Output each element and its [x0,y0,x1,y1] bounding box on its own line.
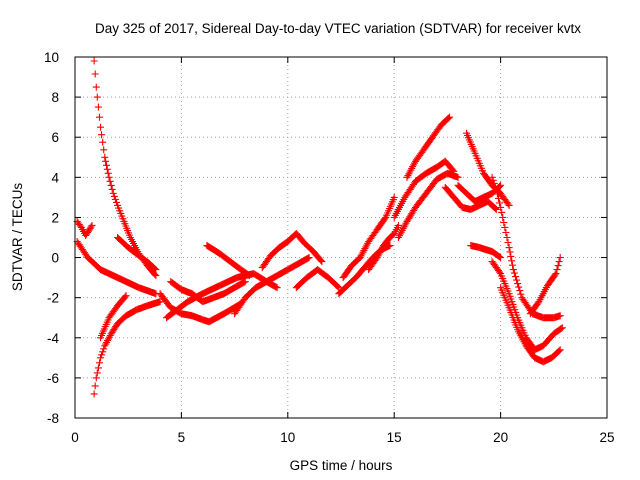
data-point [556,254,564,262]
series-track-aa [526,254,564,318]
series-track-r [394,169,462,241]
series-dense-markers [391,158,457,219]
series-track-u [454,181,505,205]
series-track-f [97,292,130,342]
series-dense-markers [340,196,397,280]
series-dense-markers [74,219,95,238]
x-tick-label: 10 [280,430,295,445]
series-track-p [365,221,402,274]
series-dense-markers [74,239,159,297]
x-tick-label: 20 [493,430,508,445]
series-dense-markers [527,258,563,316]
chart-title: Day 325 of 2017, Sidereal Day-to-day VTE… [95,21,581,36]
data-point [403,173,411,181]
series-track-a [90,57,160,280]
y-tick-label: 2 [51,210,59,225]
grid-lines [75,57,607,418]
series-track-w [488,173,564,322]
series-dense-markers [91,298,163,390]
data-point [509,266,517,274]
series-dense-markers [293,266,342,291]
data-points [73,57,566,398]
y-tick-label: -6 [47,371,59,386]
series-track-e [90,298,164,398]
series-track-j [203,242,253,280]
data-point [105,173,113,181]
data-point [92,374,100,382]
data-point [488,173,496,181]
series-track-k [231,254,313,318]
series-track-d [114,234,160,274]
x-tick-label: 0 [71,430,79,445]
plot-frame [74,56,608,419]
x-axis-label: GPS time / hours [290,458,393,473]
series-dense-markers [395,170,461,240]
series-track-x [467,242,505,262]
series-dense-markers [404,114,453,180]
y-tick-label: 6 [51,130,59,145]
series-dense-markers [232,254,312,316]
x-tick-label: 25 [599,430,614,445]
axis-ticks: 0 5 10 15 20 25 -8 -6 -4 -2 0 2 4 6 8 10 [44,50,615,445]
series-dense-markers [489,259,565,353]
y-tick-label: -2 [47,291,59,306]
series-dense-markers [498,286,563,365]
y-tick-label: 10 [44,50,59,65]
series-track-z [497,284,564,366]
series-track-s [403,113,454,181]
x-tick-label: 5 [178,430,186,445]
data-point [90,390,98,398]
series-track-l [258,229,326,272]
series-track-t [441,183,500,213]
series-dense-markers [442,185,499,213]
data-point [101,153,109,161]
series-dense-markers [366,224,401,272]
data-point [492,185,500,193]
series-track-q [390,157,458,221]
y-tick-label: -8 [47,411,59,426]
y-tick-label: 0 [51,251,59,266]
series-dense-markers [259,230,325,270]
series-dense-markers [98,293,129,339]
data-point [109,189,117,197]
series-dense-markers [115,235,159,273]
series-track-o [339,193,398,282]
x-tick-label: 15 [387,430,402,445]
series-track-b [73,217,96,239]
series-track-y [488,258,566,354]
y-tick-label: -4 [47,331,59,346]
data-point [501,223,509,231]
series-track-h [167,278,249,306]
data-point [97,123,105,131]
series-dense-markers [204,242,252,279]
data-point [505,244,513,252]
y-tick-label: 4 [51,170,59,185]
y-tick-label: 8 [51,90,59,105]
data-point [90,57,98,65]
data-point [92,83,100,91]
series-dense-markers [468,242,503,261]
data-point [497,203,505,211]
y-axis-label: SDTVAR / TECUs [10,183,25,292]
series-dense-markers [464,131,512,208]
data-point [97,354,105,362]
series-track-m [292,266,343,292]
